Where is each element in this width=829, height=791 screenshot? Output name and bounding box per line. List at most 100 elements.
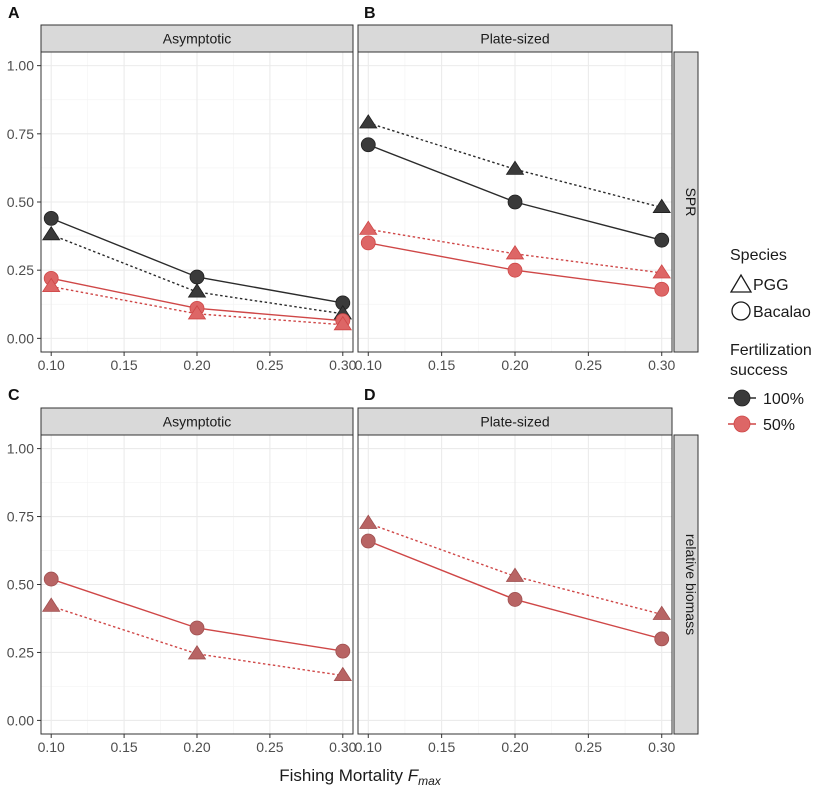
x-tick-label: 0.30 bbox=[329, 357, 356, 373]
data-point-pgg-50 bbox=[652, 605, 671, 620]
legend-fert-label: 50% bbox=[763, 417, 795, 434]
row-strip-label: relative biomass bbox=[683, 534, 699, 635]
y-tick-label: 0.25 bbox=[7, 644, 34, 660]
data-point-pgg-50 bbox=[41, 597, 61, 612]
x-tick-label: 0.10 bbox=[38, 739, 65, 755]
data-point-bacalao-50 bbox=[43, 571, 59, 587]
x-tick-label: 0.25 bbox=[256, 739, 283, 755]
row-strip bbox=[673, 51, 699, 353]
legend-species-label: PGG bbox=[753, 277, 789, 294]
data-point-bacalao-50 bbox=[335, 643, 351, 659]
x-tick-label: 0.15 bbox=[428, 739, 455, 755]
x-axis-label-text: Fishing Mortality bbox=[279, 766, 407, 785]
panel-b: 0.10 0.15 0.20 0.25 0.30 Plate-sized SPR B bbox=[355, 5, 699, 373]
data-point-pgg-100 bbox=[187, 283, 207, 298]
data-point-pgg-50 bbox=[359, 514, 378, 529]
data-point-bacalao-50 bbox=[360, 533, 376, 549]
facet-strip-label: Asymptotic bbox=[163, 414, 231, 430]
y-tick-label: 0.50 bbox=[7, 577, 34, 593]
data-point-pgg-50 bbox=[41, 277, 61, 293]
legend-triangle-icon bbox=[729, 273, 753, 293]
data-point-pgg-50 bbox=[187, 645, 207, 660]
x-tick-label: 0.10 bbox=[355, 357, 382, 373]
facet-strip-label: Plate-sized bbox=[480, 414, 549, 430]
y-tick-label: 1.00 bbox=[7, 441, 34, 457]
data-point-bacalao-50 bbox=[189, 620, 205, 636]
data-point-pgg-100 bbox=[652, 198, 671, 213]
legend-fert-title: Fertilization bbox=[730, 342, 812, 359]
x-tick-label: 0.20 bbox=[501, 739, 528, 755]
facet-strip bbox=[357, 24, 673, 53]
x-tick-label: 0.25 bbox=[575, 357, 602, 373]
data-point-bacalao-50 bbox=[507, 262, 523, 278]
data-point-pgg-50 bbox=[187, 305, 207, 320]
data-point-pgg-50 bbox=[505, 567, 525, 582]
x-tick-label: 0.20 bbox=[183, 739, 210, 755]
legend-key-50-marker bbox=[733, 415, 751, 433]
x-tick-label: 0.30 bbox=[648, 357, 675, 373]
series-line-pgg-50 bbox=[368, 228, 662, 274]
data-point-bacalao-50 bbox=[654, 631, 670, 647]
facet-strip bbox=[40, 24, 354, 53]
data-point-pgg-100 bbox=[505, 160, 525, 175]
legend-fert-label: 100% bbox=[763, 391, 804, 408]
data-point-pgg-50 bbox=[333, 315, 353, 331]
panel-tag: D bbox=[364, 387, 376, 404]
row-strip bbox=[673, 434, 699, 735]
data-point-bacalao-100 bbox=[654, 232, 670, 248]
x-tick-label: 0.30 bbox=[329, 739, 356, 755]
data-point-bacalao-50 bbox=[360, 235, 376, 251]
x-tick-label: 0.25 bbox=[575, 739, 602, 755]
y-tick-label: 0.75 bbox=[7, 509, 34, 525]
y-tick-label: 0.75 bbox=[7, 126, 34, 142]
series-line-pgg-50 bbox=[51, 285, 343, 326]
facet-strip bbox=[40, 407, 354, 436]
data-point-pgg-50 bbox=[359, 220, 378, 235]
x-tick-label: 0.10 bbox=[38, 357, 65, 373]
y-tick-label: 0.50 bbox=[7, 194, 34, 210]
x-axis-label-subscript: max bbox=[418, 774, 442, 788]
data-point-bacalao-50 bbox=[507, 592, 523, 607]
legend-circle-icon bbox=[731, 301, 751, 321]
x-axis-label: Fishing Mortality Fmax bbox=[279, 766, 442, 788]
legend-species-title: Species bbox=[730, 247, 787, 264]
x-tick-label: 0.20 bbox=[183, 357, 210, 373]
x-tick-label: 0.15 bbox=[428, 357, 455, 373]
legend-fert-title: success bbox=[730, 362, 788, 379]
y-tick-label: 0.25 bbox=[7, 262, 34, 278]
data-point-pgg-100 bbox=[359, 114, 378, 129]
data-point-pgg-50 bbox=[652, 264, 671, 279]
x-tick-label: 0.30 bbox=[648, 739, 675, 755]
y-tick-label: 0.00 bbox=[7, 330, 34, 346]
panel-d: 0.10 0.15 0.20 0.25 0.30 Plate-sized relative … bbox=[355, 387, 699, 755]
y-tick-label: 0.00 bbox=[7, 712, 34, 728]
legend-species-label: Bacalao bbox=[753, 304, 811, 321]
legend-key-100-marker bbox=[733, 389, 751, 407]
data-point-bacalao-100 bbox=[43, 210, 59, 226]
facet-strip bbox=[357, 407, 673, 436]
data-point-pgg-50 bbox=[333, 666, 353, 682]
data-point-pgg-50 bbox=[505, 245, 525, 260]
panel-c: 0.10 0.15 0.20 0.25 0.30 0.00 0.25 0.50 0.75 1.00… bbox=[7, 387, 357, 755]
panel-a: 0.10 0.15 0.20 0.25 0.30 0.00 0.25 0.50 0.75 1.00… bbox=[7, 5, 357, 373]
data-point-bacalao-100 bbox=[189, 269, 205, 285]
row-strip-label: SPR bbox=[683, 188, 699, 217]
x-tick-label: 0.15 bbox=[110, 357, 137, 373]
panel-tag: A bbox=[8, 5, 20, 22]
data-point-pgg-100 bbox=[41, 225, 61, 241]
series-line-pgg-100 bbox=[368, 122, 662, 209]
legend: Species PGG Bacalao Fertilization succes… bbox=[728, 247, 812, 434]
data-point-bacalao-50 bbox=[654, 281, 670, 297]
data-point-bacalao-100 bbox=[360, 137, 376, 153]
x-tick-label: 0.15 bbox=[110, 739, 137, 755]
x-tick-label: 0.10 bbox=[355, 739, 382, 755]
panel-tag: C bbox=[8, 387, 20, 404]
x-axis-label-symbol: F bbox=[408, 766, 420, 785]
y-tick-label: 1.00 bbox=[7, 58, 34, 74]
panel-tag: B bbox=[364, 5, 376, 22]
series-line-pgg-50 bbox=[50, 605, 343, 677]
data-point-bacalao-100 bbox=[507, 194, 523, 210]
facet-strip-label: Plate-sized bbox=[480, 31, 549, 47]
x-tick-label: 0.20 bbox=[501, 357, 528, 373]
